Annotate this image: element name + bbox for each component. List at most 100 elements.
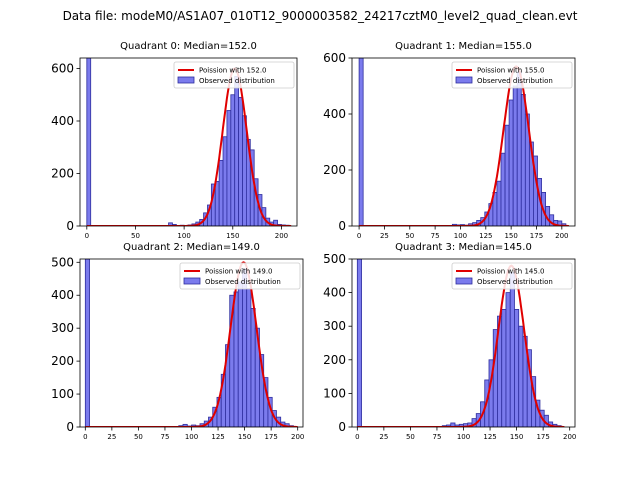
- x-tick-label: 25: [107, 433, 116, 441]
- legend-label-observed: Observed distribution: [477, 77, 553, 85]
- histogram-bar: [518, 325, 524, 427]
- x-tick-label: 100: [457, 433, 470, 441]
- histogram-bar: [509, 272, 515, 427]
- legend-label-observed: Observed distribution: [199, 77, 275, 85]
- histogram-bar: [237, 281, 243, 427]
- x-tick-label: 125: [483, 433, 496, 441]
- histogram-bar: [226, 110, 232, 226]
- plot-area: [86, 58, 292, 226]
- x-tick-label: 50: [131, 232, 140, 240]
- legend-bar-swatch: [183, 277, 201, 285]
- histogram-bar: [273, 219, 278, 226]
- histogram-bar: [250, 308, 256, 427]
- histogram-bar: [222, 136, 228, 226]
- y-tick-label: 400: [323, 286, 346, 300]
- quadrant-2-panel: Quadrant 2: Median=149.00100200300400500…: [51, 242, 304, 441]
- legend-bar-swatch: [177, 76, 195, 84]
- histogram-bar: [512, 85, 518, 226]
- legend-box: [179, 262, 301, 290]
- x-tick-label: 200: [291, 433, 304, 441]
- y-tick-label: 200: [51, 167, 74, 181]
- panel-title: Quadrant 3: Median=145.0: [395, 242, 532, 253]
- legend: Poission with 155.0 Observed distribution: [451, 61, 573, 89]
- legend: Poission with 145.0 Observed distribution: [451, 262, 573, 290]
- x-tick-label: 125: [211, 433, 224, 441]
- legend: Poission with 152.0 Observed distribution: [173, 61, 295, 89]
- histogram-bar: [246, 288, 252, 427]
- y-tick-label: 300: [323, 319, 346, 333]
- y-tick-label: 200: [323, 163, 346, 177]
- plot-area: [84, 259, 298, 427]
- x-tick-label: 200: [563, 433, 576, 441]
- legend-label-fit: Poission with 145.0: [477, 268, 545, 276]
- x-tick-label: 150: [504, 232, 517, 240]
- legend-label-observed: Observed distribution: [477, 278, 553, 286]
- histogram-bar: [514, 308, 520, 427]
- y-tick-label: 200: [51, 354, 74, 368]
- y-tick-label: 300: [51, 321, 74, 335]
- histogram-bar: [86, 58, 92, 226]
- axes-frame: [351, 57, 576, 227]
- y-tick-label: 0: [66, 420, 74, 434]
- y-tick-label: 400: [51, 114, 74, 128]
- y-tick-label: 500: [323, 252, 346, 266]
- histogram-bar: [356, 259, 362, 427]
- y-tick-label: 0: [338, 219, 346, 233]
- y-tick-label: 600: [51, 62, 74, 76]
- legend-label-observed: Observed distribution: [205, 278, 281, 286]
- legend-label-fit: Poission with 155.0: [477, 67, 545, 75]
- histogram-bar: [505, 292, 511, 427]
- histogram-bar: [242, 268, 248, 427]
- x-tick-label: 150: [510, 433, 523, 441]
- histogram-bar: [242, 115, 247, 226]
- x-tick-label: 25: [379, 433, 388, 441]
- x-tick-label: 125: [479, 232, 492, 240]
- histogram-bar: [496, 180, 502, 226]
- legend-bar-swatch: [455, 76, 473, 84]
- x-tick-label: 175: [264, 433, 277, 441]
- histogram-bar: [516, 71, 522, 226]
- legend-box: [173, 61, 295, 89]
- histogram-bar: [230, 94, 236, 226]
- x-tick-label: 100: [454, 232, 467, 240]
- histogram-bar: [218, 159, 224, 226]
- panel-title: Quadrant 0: Median=152.0: [120, 41, 257, 52]
- x-tick-label: 75: [432, 433, 441, 441]
- y-tick-label: 400: [323, 107, 346, 121]
- y-tick-label: 100: [51, 387, 74, 401]
- legend: Poission with 149.0 Observed distribution: [179, 262, 301, 290]
- y-tick-label: 200: [323, 353, 346, 367]
- quadrant-3-panel: Quadrant 3: Median=145.0 0 100 200 300 400 500…: [323, 242, 576, 441]
- legend-box: [451, 262, 573, 290]
- histogram-bar: [520, 94, 526, 226]
- legend-label-fit: Poission with 152.0: [199, 67, 267, 75]
- x-tick-label: 100: [185, 433, 198, 441]
- y-tick-label: 500: [51, 255, 74, 269]
- x-tick-label: 0: [83, 433, 87, 441]
- histogram-bar: [501, 308, 507, 427]
- x-tick-label: 50: [405, 232, 414, 240]
- y-tick-label: 600: [323, 51, 346, 65]
- x-tick-label: 175: [530, 232, 543, 240]
- x-tick-label: 100: [177, 232, 190, 240]
- histogram-bar: [504, 124, 510, 226]
- x-tick-label: 175: [536, 433, 549, 441]
- y-tick-label: 400: [51, 288, 74, 302]
- x-tick-label: 0: [355, 433, 359, 441]
- x-tick-label: 200: [555, 232, 568, 240]
- histogram-bar: [500, 152, 506, 226]
- x-tick-label: 0: [357, 232, 361, 240]
- legend-bar-swatch: [455, 277, 473, 285]
- x-tick-label: 75: [160, 433, 169, 441]
- histogram-bar: [84, 259, 90, 427]
- x-tick-label: 75: [431, 232, 440, 240]
- y-tick-label: 100: [323, 386, 346, 400]
- histogram-bar: [508, 99, 514, 226]
- x-tick-label: 50: [406, 433, 415, 441]
- x-tick-label: 25: [380, 232, 389, 240]
- histogram-bar: [358, 58, 364, 226]
- y-tick-label: 0: [66, 219, 74, 233]
- poisson-fit-line: [359, 65, 569, 226]
- legend-label-fit: Poission with 149.0: [205, 268, 273, 276]
